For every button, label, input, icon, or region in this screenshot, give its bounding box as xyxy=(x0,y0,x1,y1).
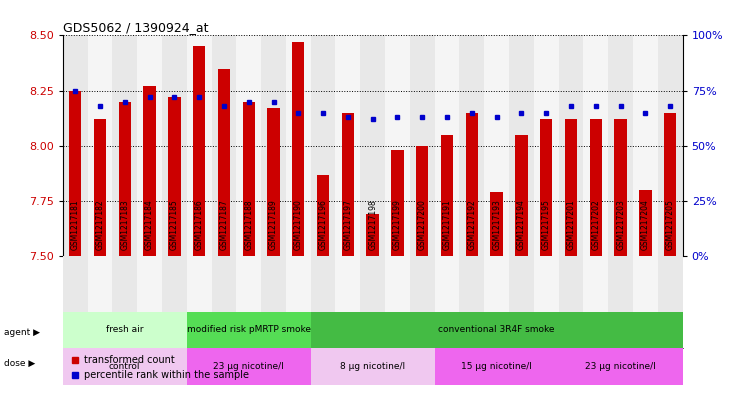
Bar xyxy=(435,256,460,312)
Text: control: control xyxy=(109,362,140,371)
Bar xyxy=(286,35,311,256)
Bar xyxy=(187,35,212,256)
Bar xyxy=(608,256,633,312)
Text: 23 μg nicotine/l: 23 μg nicotine/l xyxy=(213,362,284,371)
Bar xyxy=(193,46,205,256)
Bar xyxy=(658,256,683,312)
Bar xyxy=(63,312,187,348)
Bar xyxy=(658,35,683,256)
Bar xyxy=(435,348,559,385)
Bar xyxy=(317,174,329,256)
Bar xyxy=(112,256,137,312)
Bar xyxy=(187,256,212,312)
Text: 23 μg nicotine/l: 23 μg nicotine/l xyxy=(585,362,656,371)
Bar xyxy=(311,312,683,348)
Bar xyxy=(509,35,534,256)
Text: conventional 3R4F smoke: conventional 3R4F smoke xyxy=(438,325,555,334)
Bar xyxy=(112,35,137,256)
Bar xyxy=(608,35,633,256)
Bar xyxy=(336,35,360,256)
Text: modified risk pMRTP smoke: modified risk pMRTP smoke xyxy=(187,325,311,334)
Bar xyxy=(534,256,559,312)
Text: 15 μg nicotine/l: 15 μg nicotine/l xyxy=(461,362,532,371)
Bar xyxy=(633,256,658,312)
Text: agent ▶: agent ▶ xyxy=(4,328,40,336)
Bar xyxy=(187,348,311,385)
Bar xyxy=(385,35,410,256)
Bar xyxy=(236,256,261,312)
Bar xyxy=(236,35,261,256)
Bar xyxy=(491,192,503,256)
Bar xyxy=(63,348,187,385)
Bar xyxy=(466,113,478,256)
Bar xyxy=(565,119,577,256)
Bar xyxy=(460,256,484,312)
Bar xyxy=(187,312,311,348)
Bar xyxy=(162,35,187,256)
Text: fresh air: fresh air xyxy=(106,325,143,334)
Bar xyxy=(137,256,162,312)
Bar xyxy=(509,256,534,312)
Bar xyxy=(267,108,280,256)
Bar xyxy=(534,35,559,256)
Bar xyxy=(584,35,608,256)
Bar xyxy=(69,91,81,256)
Bar xyxy=(342,113,354,256)
Bar xyxy=(639,190,652,256)
Bar xyxy=(484,35,509,256)
Bar xyxy=(119,102,131,256)
Bar xyxy=(441,135,453,256)
Bar xyxy=(162,256,187,312)
Bar xyxy=(360,256,385,312)
Bar xyxy=(243,102,255,256)
Bar xyxy=(261,35,286,256)
Bar xyxy=(410,256,435,312)
Bar xyxy=(88,256,112,312)
Bar xyxy=(435,35,460,256)
Bar xyxy=(664,113,677,256)
Bar xyxy=(584,256,608,312)
Bar xyxy=(367,214,379,256)
Bar xyxy=(484,256,509,312)
Bar xyxy=(385,256,410,312)
Bar xyxy=(212,256,236,312)
Bar xyxy=(286,256,311,312)
Text: GDS5062 / 1390924_at: GDS5062 / 1390924_at xyxy=(63,21,208,34)
Bar xyxy=(559,256,584,312)
Bar xyxy=(168,97,181,256)
Bar xyxy=(615,119,627,256)
Bar xyxy=(336,256,360,312)
Bar xyxy=(212,35,236,256)
Bar xyxy=(63,256,88,312)
Bar xyxy=(137,35,162,256)
Bar xyxy=(633,35,658,256)
Bar xyxy=(218,68,230,256)
Bar xyxy=(590,119,602,256)
Bar xyxy=(143,86,156,256)
Legend: transformed count, percentile rank within the sample: transformed count, percentile rank withi… xyxy=(68,352,253,384)
Bar xyxy=(311,35,336,256)
Text: 8 μg nicotine/l: 8 μg nicotine/l xyxy=(340,362,405,371)
Bar xyxy=(261,256,286,312)
Bar xyxy=(360,35,385,256)
Bar xyxy=(94,119,106,256)
Bar xyxy=(311,256,336,312)
Bar xyxy=(292,42,305,256)
Bar xyxy=(391,150,404,256)
Text: dose ▶: dose ▶ xyxy=(4,359,35,368)
Bar xyxy=(559,348,683,385)
Bar xyxy=(515,135,528,256)
Bar xyxy=(559,35,584,256)
Bar xyxy=(460,35,484,256)
Bar xyxy=(416,146,429,256)
Bar xyxy=(311,348,435,385)
Bar xyxy=(63,35,88,256)
Bar xyxy=(88,35,112,256)
Bar xyxy=(410,35,435,256)
Bar xyxy=(540,119,553,256)
